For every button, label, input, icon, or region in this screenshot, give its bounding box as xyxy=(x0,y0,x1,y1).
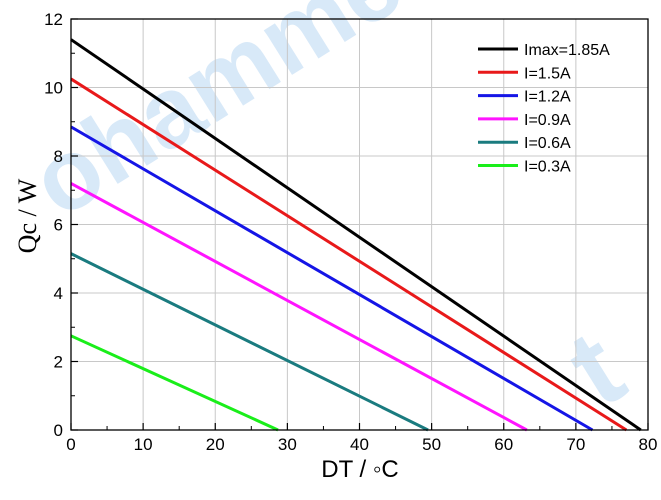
series-lines xyxy=(70,38,642,432)
series-line-6 xyxy=(70,334,279,432)
x-tick-label: 10 xyxy=(134,435,153,454)
y-tick-label: 4 xyxy=(54,284,63,303)
y-tick-label: 2 xyxy=(54,353,63,372)
x-tick-label: 70 xyxy=(566,435,585,454)
x-tick-labels: 0 10 20 30 40 50 60 70 80 xyxy=(66,435,657,454)
legend-label: I=0.6A xyxy=(524,135,571,152)
y-tick-label: 10 xyxy=(44,79,63,98)
x-tick-label: 80 xyxy=(639,435,658,454)
legend-label: I=1.2A xyxy=(524,89,571,106)
y-tick-label: 6 xyxy=(54,216,63,235)
grid xyxy=(71,19,648,430)
legend: Imax=1.85A I=1.5A I=1.2A I=0.9A I=0.6A I=0.3A xyxy=(478,42,610,176)
y-tick-labels: 0 2 4 6 8 10 12 xyxy=(44,10,63,440)
series-line-1 xyxy=(70,38,642,432)
x-tick-label: 20 xyxy=(206,435,225,454)
series-line-4 xyxy=(70,182,528,432)
x-tick-label: 40 xyxy=(350,435,369,454)
legend-label: I=0.9A xyxy=(524,112,571,129)
series-line-2 xyxy=(70,77,628,432)
x-tick-label: 30 xyxy=(278,435,297,454)
y-axis-label: Qc / W xyxy=(13,178,42,253)
axis-ticks xyxy=(70,18,649,431)
x-tick-label: 0 xyxy=(66,435,75,454)
series-line-5 xyxy=(70,252,429,432)
series-line-3 xyxy=(70,125,594,432)
y-tick-label: 8 xyxy=(54,147,63,166)
x-tick-label: 60 xyxy=(494,435,513,454)
legend-label: I=1.5A xyxy=(524,65,571,82)
x-axis-label: DT / ◦C xyxy=(321,456,398,483)
x-tick-label: 50 xyxy=(422,435,441,454)
y-tick-label: 0 xyxy=(54,421,63,440)
legend-label: Imax=1.85A xyxy=(524,42,610,59)
legend-label: I=0.3A xyxy=(524,159,571,176)
y-tick-label: 12 xyxy=(44,10,63,29)
